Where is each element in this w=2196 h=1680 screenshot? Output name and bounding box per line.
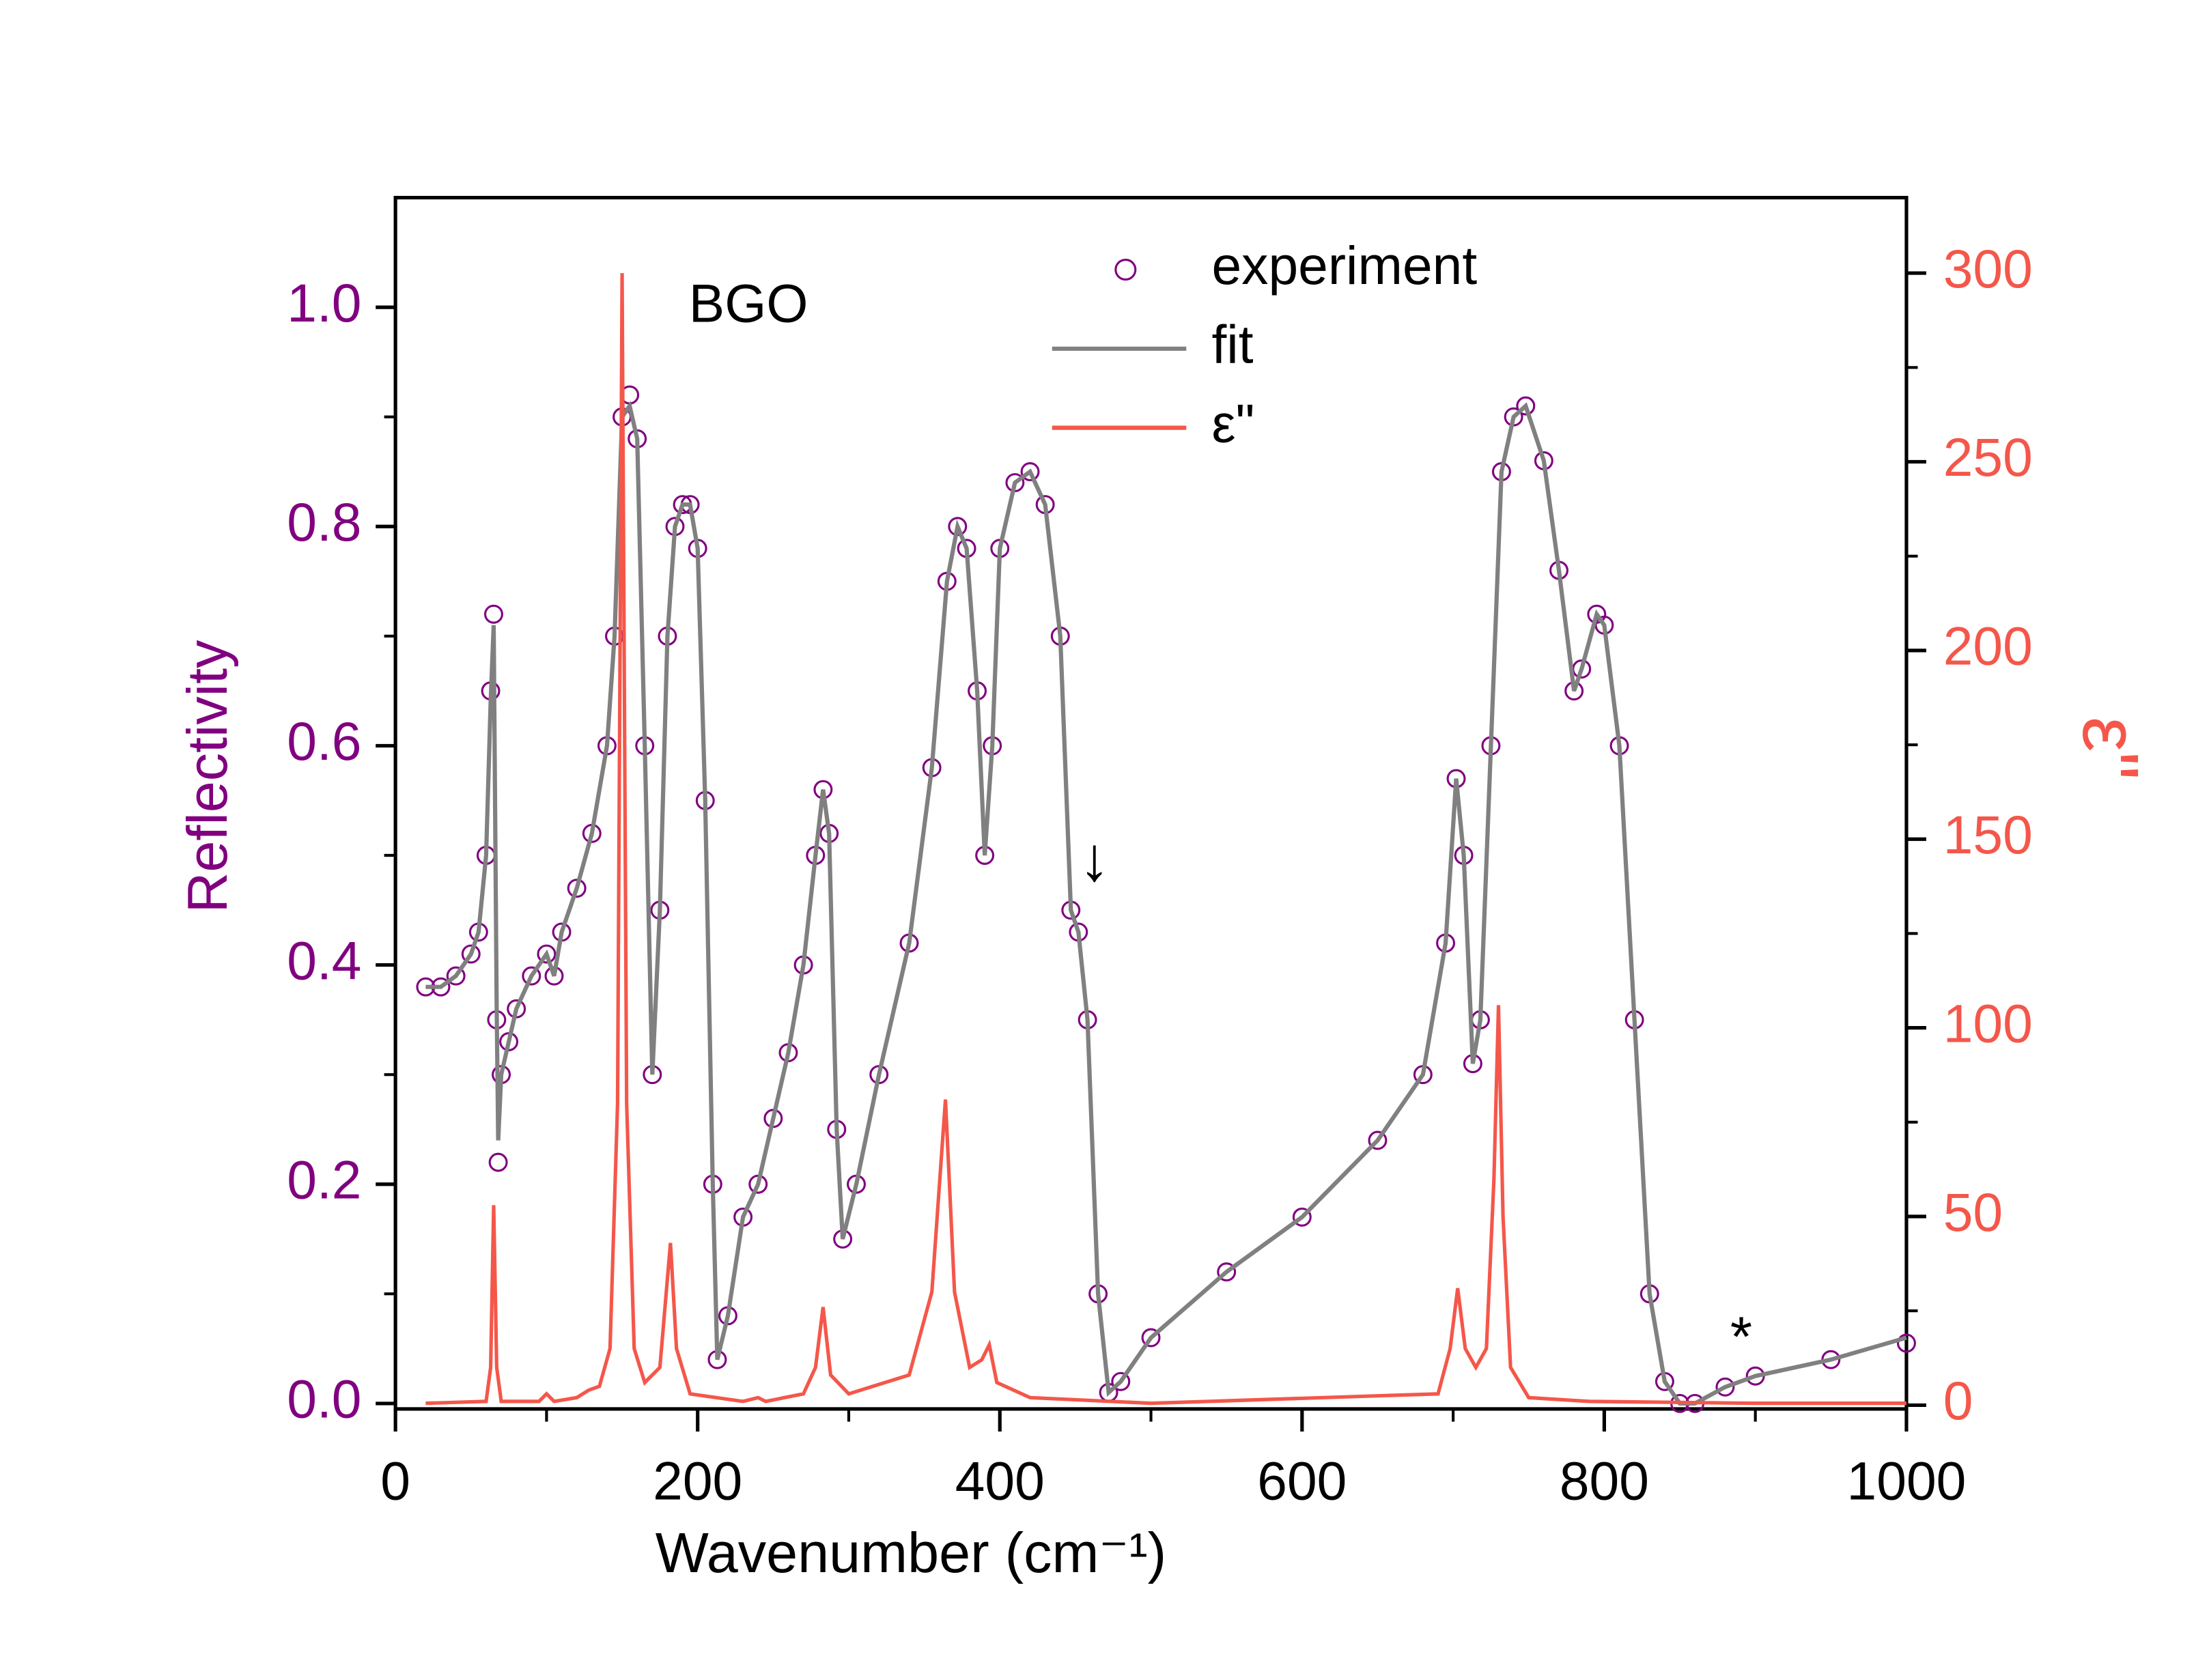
y2-tick-label: 0 [1943, 1371, 1973, 1431]
y2-tick-label: 200 [1943, 616, 2033, 677]
legend-label: ε" [1211, 393, 1254, 453]
data-point [1111, 1371, 1131, 1391]
y-tick-label: 1.0 [287, 273, 361, 333]
data-line [425, 401, 1907, 1406]
x-tick-label: 1000 [1847, 1451, 1967, 1511]
annotation: ↓ [1079, 825, 1110, 894]
data-point [488, 1152, 508, 1172]
y2-axis-label: ε" [2066, 717, 2155, 780]
data-point [1715, 1377, 1735, 1397]
legend-label: fit [1211, 315, 1253, 375]
data-point [1897, 1333, 1916, 1353]
data-point [522, 966, 541, 986]
x-tick-label: 800 [1560, 1451, 1649, 1511]
x-tick-label: 400 [955, 1451, 1045, 1511]
y-axis-label: Reflectivity [175, 640, 239, 913]
x-tick-label: 600 [1257, 1451, 1347, 1511]
y-tick-label: 0.6 [287, 711, 361, 771]
data-line [425, 273, 1906, 1406]
data-point [537, 944, 557, 964]
data-point [446, 966, 466, 986]
y-tick-label: 0.8 [287, 492, 361, 552]
y2-tick-label: 250 [1943, 427, 2033, 487]
x-axis-label: Wavenumber (cm⁻¹) [656, 1521, 1166, 1584]
data-point [1516, 396, 1536, 416]
y-tick-label: 0.4 [287, 930, 361, 991]
y-tick-label: 0.0 [287, 1369, 361, 1429]
y2-tick-label: 150 [1943, 805, 2033, 865]
y2-tick-label: 100 [1943, 993, 2033, 1053]
data-point [484, 604, 503, 624]
data-point [1292, 1207, 1312, 1227]
data-point [1368, 1130, 1388, 1150]
y2-tick-label: 300 [1943, 239, 2033, 299]
data-point [461, 944, 481, 964]
x-tick-label: 0 [380, 1451, 410, 1511]
x-tick-label: 200 [653, 1451, 742, 1511]
y-tick-label: 0.2 [287, 1150, 361, 1210]
data-point [1141, 1328, 1161, 1348]
annotation: BGO [689, 274, 808, 334]
y2-tick-label: 50 [1943, 1182, 2003, 1242]
annotation: * [1730, 1305, 1752, 1369]
data-point [1217, 1262, 1237, 1282]
legend-symbol [1114, 258, 1137, 281]
data-point [567, 879, 587, 898]
data-point [1020, 462, 1040, 481]
legend-label: experiment [1211, 236, 1477, 296]
